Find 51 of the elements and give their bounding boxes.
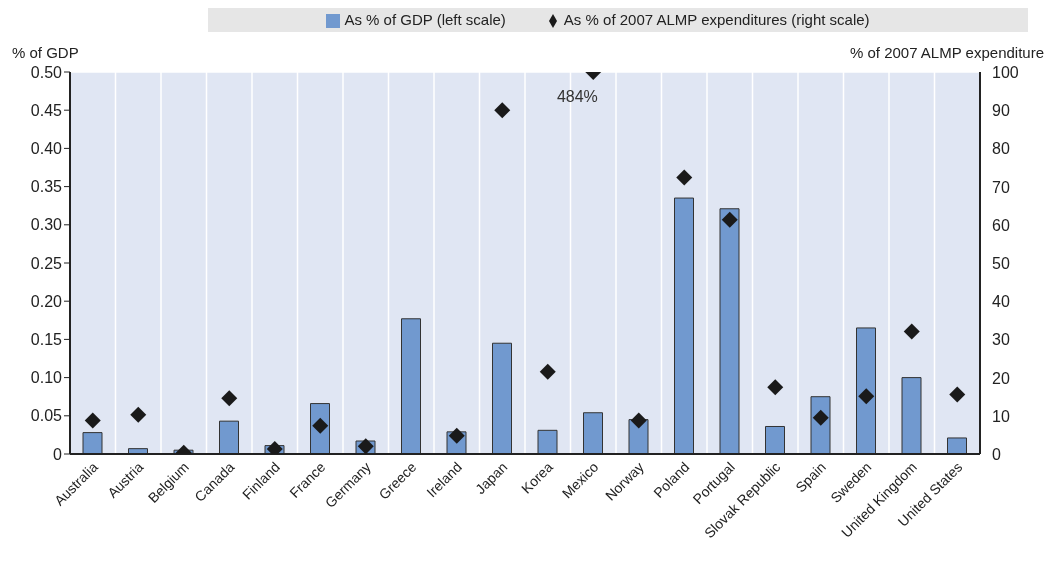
y-tick-label: 0.35 <box>30 178 63 196</box>
point <box>494 102 511 119</box>
legend-label: As % of 2007 ALMP expenditures (right scale) <box>563 11 870 28</box>
y-tick-label: 0.10 <box>30 369 63 387</box>
y-tick-label: 0.20 <box>30 292 63 310</box>
point <box>676 169 693 186</box>
point <box>130 406 147 423</box>
point <box>767 379 784 396</box>
point <box>903 323 920 340</box>
bar <box>401 318 421 454</box>
y2-tick-label: 100 <box>992 64 1019 81</box>
y2-tick-label: 30 <box>992 331 1010 349</box>
y-tick-label: 0.25 <box>30 254 63 272</box>
y2-tick-label: 90 <box>992 102 1010 120</box>
bar <box>219 420 239 454</box>
bar <box>82 432 103 454</box>
legend-label: As % of GDP (left scale) <box>344 11 506 28</box>
point <box>84 412 101 429</box>
point <box>721 211 738 228</box>
bar <box>674 197 694 454</box>
y2-tick-label: 20 <box>992 369 1010 387</box>
y-tick-label: 0 <box>53 445 63 463</box>
bar <box>537 429 558 454</box>
y-tick-label: 0.50 <box>30 63 63 81</box>
y2-tick-label: 60 <box>992 216 1010 234</box>
point <box>539 363 556 380</box>
y-axis-title: % of GDP <box>12 44 79 61</box>
y-tick-label: 0.05 <box>30 407 63 425</box>
y2-tick-label: 80 <box>992 140 1010 158</box>
y2-axis-title: % of 2007 ALMP expenditure <box>849 44 1044 61</box>
bar <box>856 327 876 454</box>
point <box>221 390 238 407</box>
y-tick-label: 0.30 <box>30 216 63 234</box>
y2-tick-label: 70 <box>992 178 1010 196</box>
point <box>630 412 647 429</box>
y-tick-label: 0.45 <box>30 101 63 119</box>
bar <box>765 426 785 454</box>
y2-tick-label: 40 <box>992 293 1010 311</box>
annotation: 484% <box>556 88 598 105</box>
point <box>949 386 966 403</box>
bar <box>719 208 740 454</box>
bar <box>583 412 603 454</box>
y-tick-label: 0.40 <box>30 140 63 158</box>
y2-tick-label: 10 <box>992 407 1010 425</box>
y2-tick-label: 0 <box>992 446 1001 463</box>
y-tick-label: 0.15 <box>30 331 63 349</box>
bar <box>901 377 922 454</box>
y2-tick-label: 50 <box>992 255 1010 272</box>
bar <box>492 342 512 454</box>
bar <box>947 437 967 454</box>
point <box>858 388 875 405</box>
